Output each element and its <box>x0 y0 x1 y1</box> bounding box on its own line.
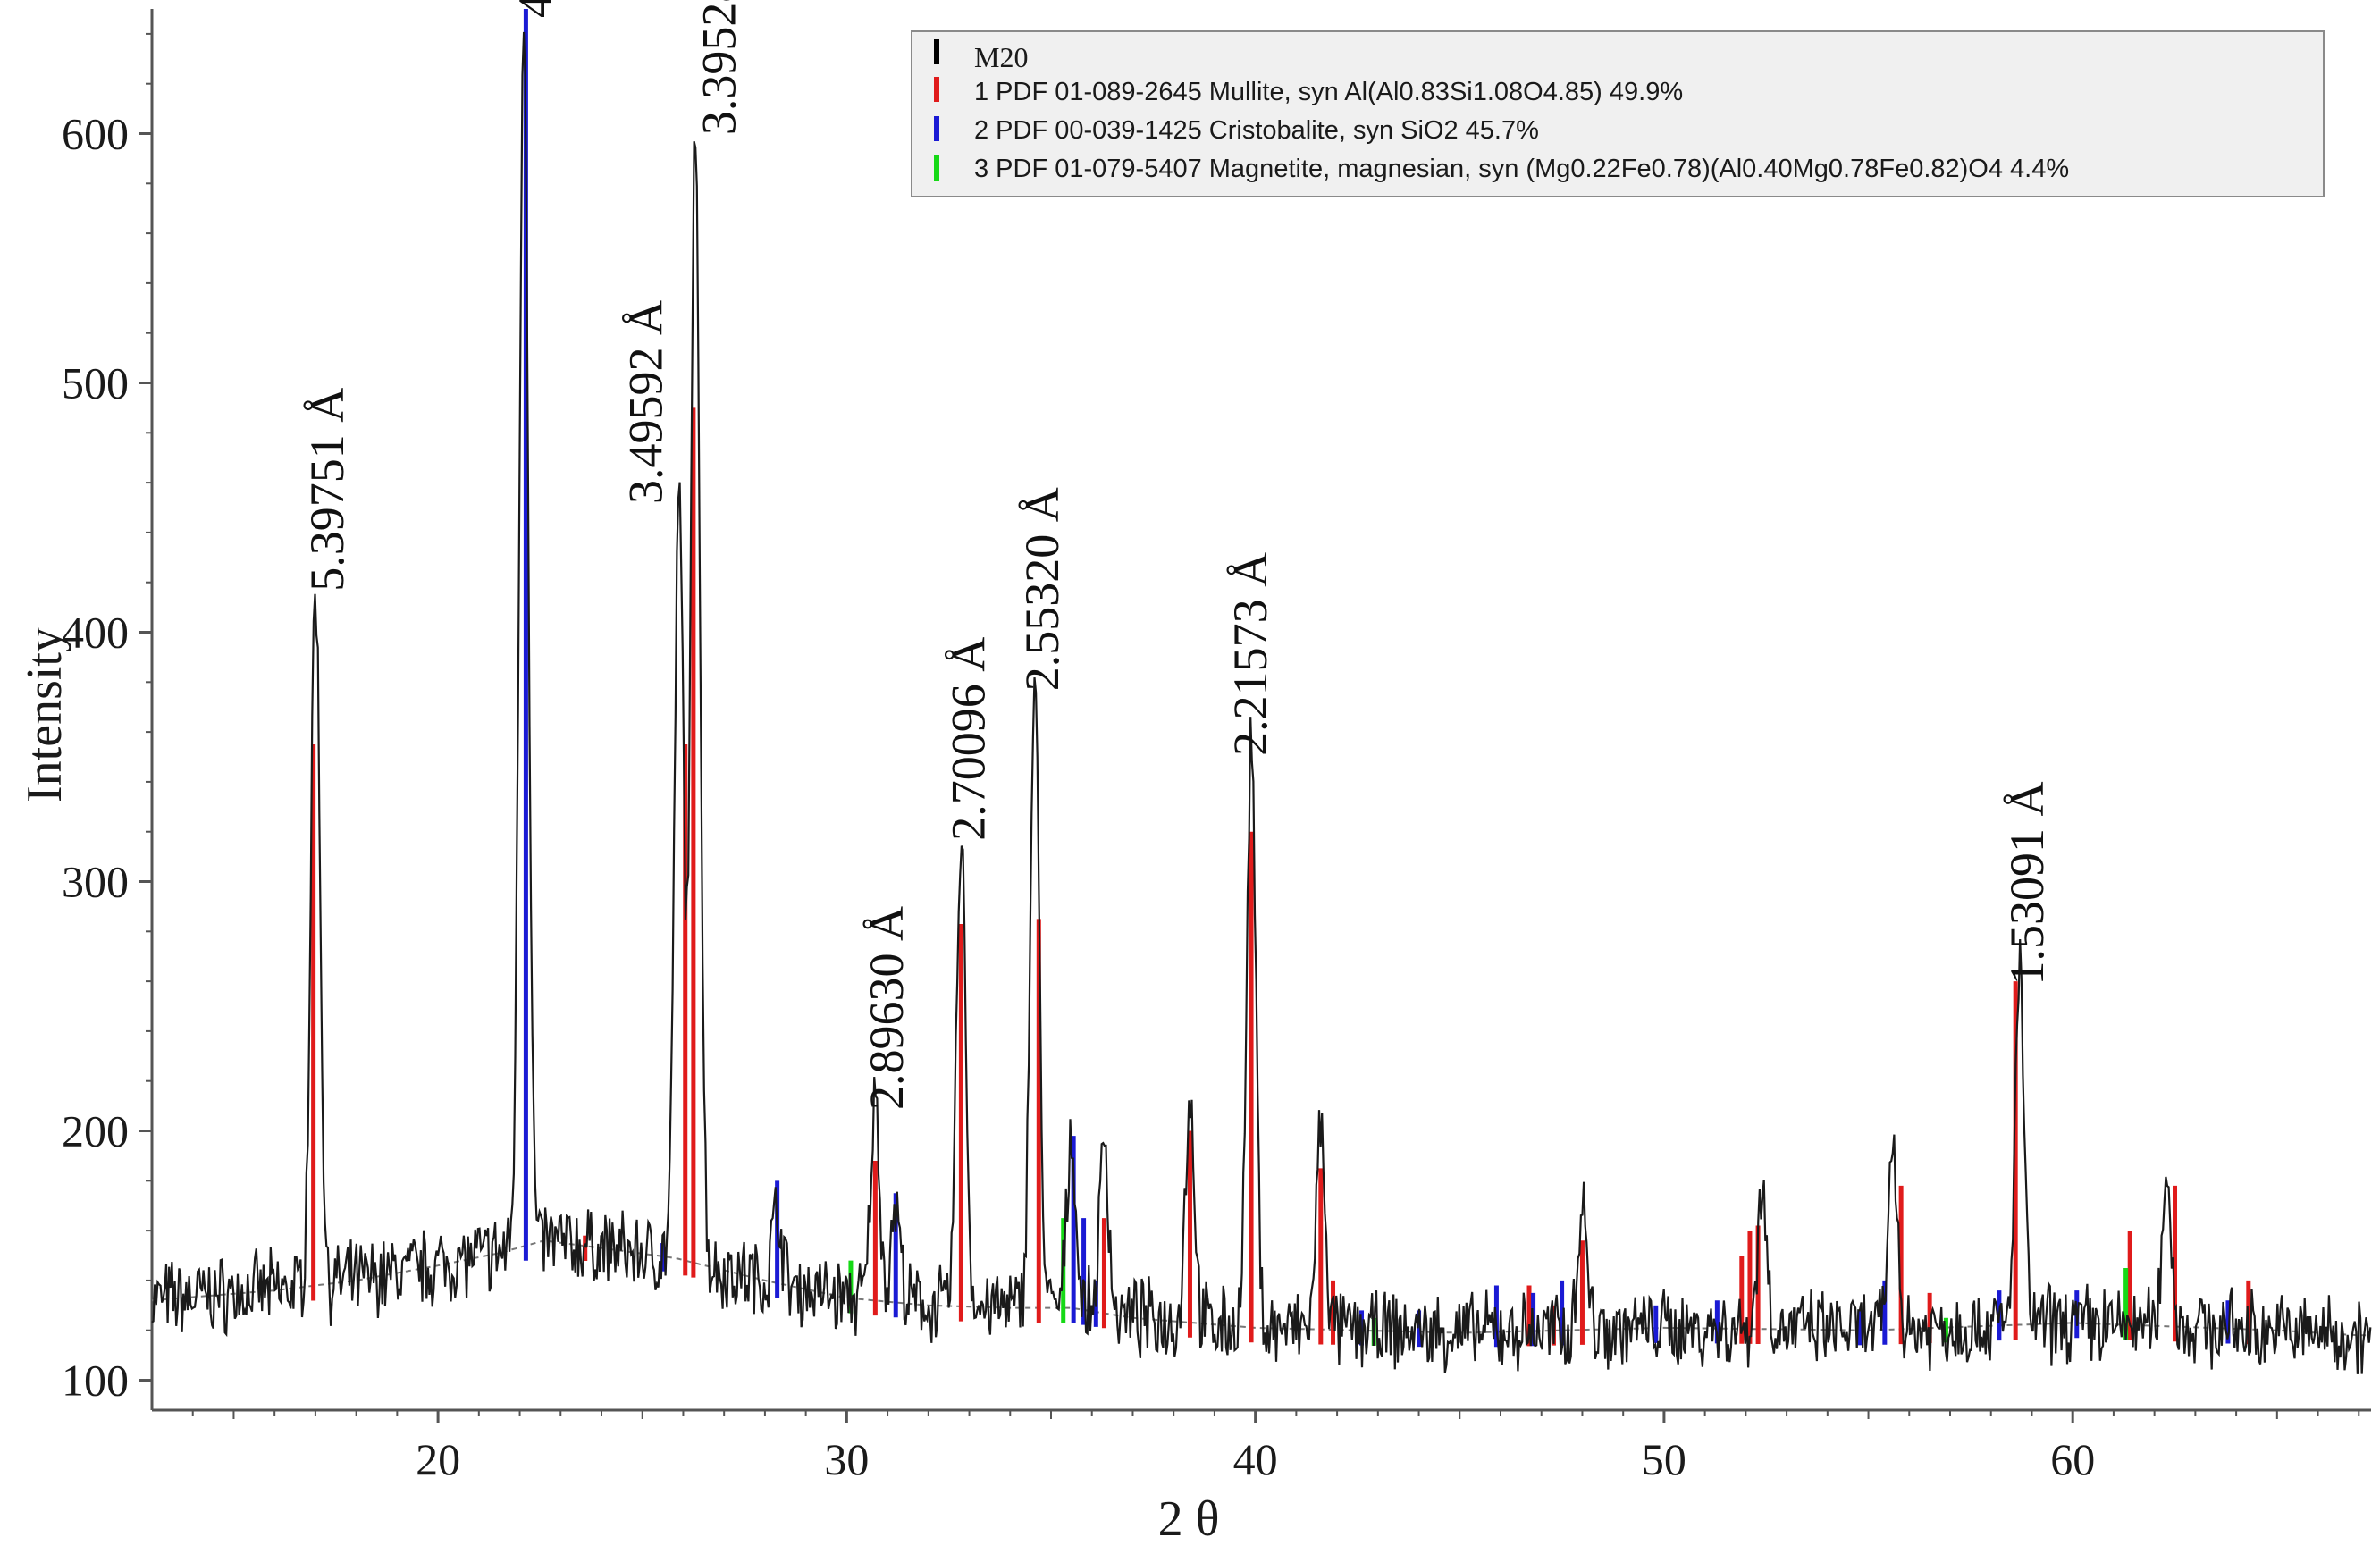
y-tick-label: 400 <box>62 608 129 658</box>
legend-label-mullite: 1 PDF 01-089-2645 Mullite, syn Al(Al0.83… <box>974 78 1683 106</box>
diffraction-pattern <box>151 31 2372 1374</box>
x-tick-label: 30 <box>824 1434 869 1484</box>
y-tick-label: 100 <box>62 1356 129 1406</box>
y-tick-label: 300 <box>62 857 129 907</box>
y-tick-label: 500 <box>62 358 129 408</box>
pattern-line <box>151 31 2372 1374</box>
legend-swatch-m20 <box>934 39 939 64</box>
peak-label: 3.49592 Å <box>618 300 672 504</box>
peak-label: 2.55320 Å <box>1015 487 1069 691</box>
legend-box <box>911 30 2325 197</box>
legend-swatch-magnetite <box>934 155 939 181</box>
legend-label-cristobalite: 2 PDF 00-039-1425 Cristobalite, syn SiO2… <box>974 116 1539 145</box>
peak-label: 4.04358 Å <box>509 0 562 18</box>
peak-labels: 5.39751 Å 4.04358 Å 3.49592 Å 3.39528 Å 2.89… <box>300 0 2054 1110</box>
x-axis-title: 2 θ <box>1158 1491 1220 1547</box>
legend-label-m20: M20 <box>974 41 1028 73</box>
y-axis-title: Intensity <box>17 627 72 802</box>
legend: M20 1 PDF 01-089-2645 Mullite, syn Al(Al… <box>911 30 2325 197</box>
x-tick-label: 60 <box>2050 1434 2095 1484</box>
legend-swatch-mullite <box>934 77 939 102</box>
peak-label: 2.89630 Å <box>860 906 913 1110</box>
x-tick-label: 50 <box>1642 1434 1686 1484</box>
peak-label: 1.53091 Å <box>2000 782 2054 986</box>
legend-swatch-cristobalite <box>934 116 939 141</box>
y-tick-label: 600 <box>62 109 129 159</box>
peak-label: 2.21573 Å <box>1224 552 1277 756</box>
peak-label: 2.70096 Å <box>942 637 996 841</box>
axis-ticks: 20 30 40 50 60 100 200 300 400 500 600 <box>62 32 2360 1484</box>
peak-label: 3.39528 Å <box>693 0 746 135</box>
y-tick-label: 200 <box>62 1106 129 1156</box>
x-tick-label: 20 <box>416 1434 460 1484</box>
x-tick-label: 40 <box>1233 1434 1278 1484</box>
legend-label-magnetite: 3 PDF 01-079-5407 Magnetite, magnesian, … <box>974 155 2069 183</box>
peak-label: 5.39751 Å <box>300 388 354 592</box>
